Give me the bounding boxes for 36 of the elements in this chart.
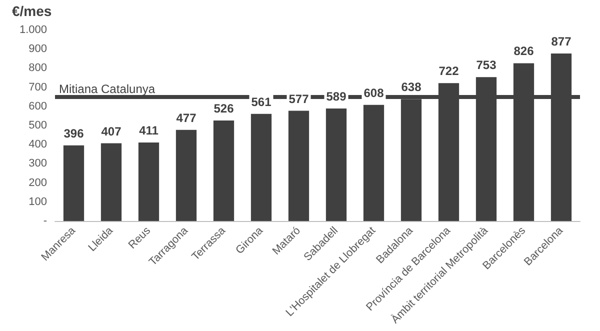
data-label: 411 [139,124,159,138]
data-label: 577 [288,92,310,106]
data-label: 826 [514,44,534,58]
bar [250,114,272,221]
data-label: 526 [214,102,234,116]
data-label: 753 [476,58,497,72]
y-tick-label: 400 [28,138,47,151]
y-axis-title: €/mes [12,3,52,19]
data-label: 608 [364,86,384,100]
bar [213,120,234,221]
bar [100,143,122,221]
data-label: 589 [326,90,347,104]
y-tick-label: 1.000 [19,24,47,36]
y-tick-label: - [43,215,48,227]
bar [326,108,347,221]
y-tick-label: 800 [28,62,47,74]
y-tick-label: 200 [28,176,47,189]
y-tick-label: 600 [28,100,47,112]
bar [138,142,160,221]
data-label: 396 [64,126,84,140]
bar [288,110,310,221]
data-label: 407 [101,124,122,138]
y-tick-label: 100 [28,196,47,208]
bar [63,145,84,221]
y-tick-label: 900 [28,43,47,56]
y-tick-label: 500 [28,120,47,132]
ref-line-label: Mitiana Catalunya [59,82,156,96]
bar [176,130,197,221]
data-label: 638 [401,80,422,94]
data-label: 477 [176,110,197,125]
data-label: 561 [251,94,272,109]
data-label: 722 [438,64,460,78]
bar [363,104,384,221]
y-tick-label: 700 [28,81,47,94]
y-tick-label: 300 [28,158,47,170]
data-label: 877 [551,34,572,48]
